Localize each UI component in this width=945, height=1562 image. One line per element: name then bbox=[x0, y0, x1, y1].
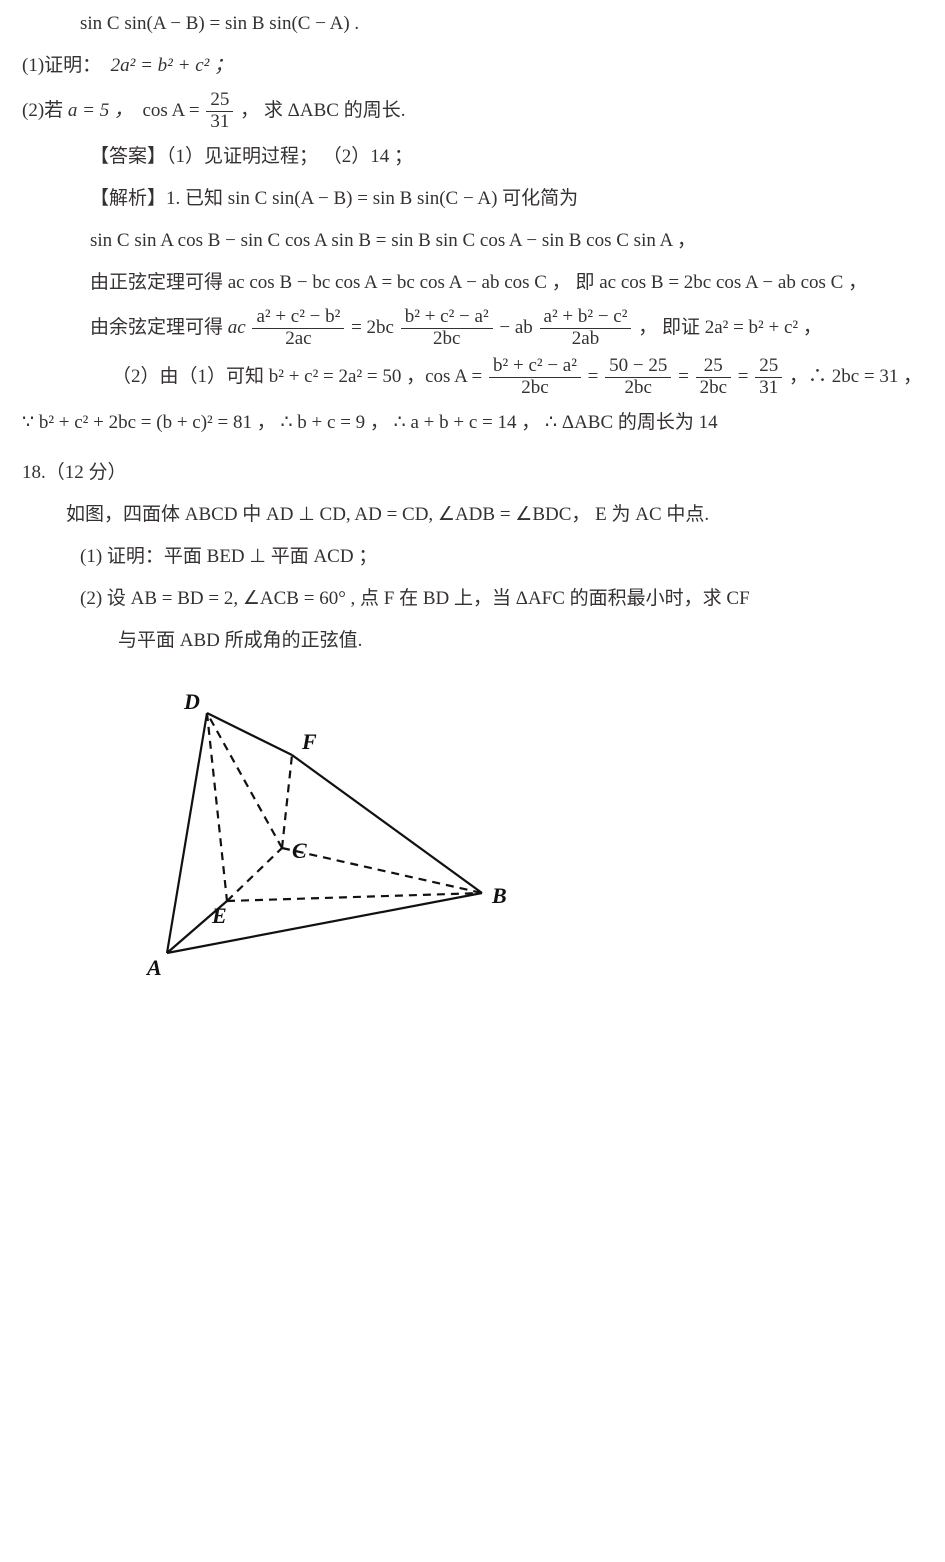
frac-5: 50 − 25 2bc bbox=[605, 356, 671, 399]
frac-5-num: 50 − 25 bbox=[605, 356, 671, 377]
p18-stem-text: 如图，四面体 ABCD 中 AD ⊥ CD, AD = CD, ∠ADB = ∠… bbox=[66, 504, 709, 525]
sol4-eq1: = 2bc bbox=[351, 317, 394, 338]
eq-sign-3: = bbox=[738, 366, 753, 387]
frac-7: 25 31 bbox=[755, 356, 782, 399]
p18-q2a-text: (2) 设 AB = BD = 2, ∠ACB = 60° , 点 F 在 BD… bbox=[80, 588, 750, 609]
solution-line-4: 由余弦定理可得 ac a² + c² − b² 2ac = 2bc b² + c… bbox=[22, 307, 923, 350]
sol-eq-2: sin C sin A cos B − sin C cos A sin B = … bbox=[90, 230, 696, 251]
vertex-label-F: F bbox=[301, 729, 317, 754]
frac-4-num: b² + c² − a² bbox=[489, 356, 581, 377]
frac-6: 25 2bc bbox=[696, 356, 731, 399]
given-equation: sin C sin(A − B) = sin B sin(C − A) . bbox=[22, 6, 923, 42]
frac-3-num: a² + b² − c² bbox=[540, 307, 632, 328]
vertex-label-D: D bbox=[183, 689, 200, 714]
solution-line-6: ∵ b² + c² + 2bc = (b + c)² = 81 ， ∴ b + … bbox=[22, 405, 923, 441]
problem-18-q2a: (2) 设 AB = BD = 2, ∠ACB = 60° , 点 F 在 BD… bbox=[22, 581, 923, 617]
sol5-post: ，∴ 2bc = 31 ， bbox=[789, 366, 922, 387]
q1-eq: 2a² = b² + c² ； bbox=[111, 55, 233, 76]
solution-line-1: 【解析】1. 已知 sin C sin(A − B) = sin B sin(C… bbox=[22, 181, 923, 217]
sol4-post: ， 即证 2a² = b² + c² ， bbox=[638, 317, 822, 338]
frac-4: b² + c² − a² 2bc bbox=[489, 356, 581, 399]
problem-18-q1: (1) 证明：平面 BED ⊥ 平面 ACD ； bbox=[22, 539, 923, 575]
vertex-label-A: A bbox=[145, 955, 162, 980]
p18-q1-text: (1) 证明：平面 BED ⊥ 平面 ACD ； bbox=[80, 546, 377, 567]
solution-line-3: 由正弦定理可得 ac cos B − bc cos A = bc cos A −… bbox=[22, 265, 923, 301]
q2-cos-lhs: cos A = bbox=[142, 100, 199, 121]
vertex-label-C: C bbox=[292, 838, 307, 863]
frac-5-den: 2bc bbox=[605, 377, 671, 399]
sol4-ac: ac bbox=[228, 317, 246, 338]
sol4-minus: − ab bbox=[499, 317, 532, 338]
q2-a: a = 5 ， bbox=[68, 100, 133, 121]
vertex-label-B: B bbox=[491, 883, 507, 908]
eq-sign-1: = bbox=[588, 366, 603, 387]
problem-18-q2b: 与平面 ABD 所成角的正弦值. bbox=[22, 623, 923, 659]
q2-prefix: (2)若 bbox=[22, 100, 68, 121]
frac-4-den: 2bc bbox=[489, 377, 581, 399]
frac-3-den: 2ab bbox=[540, 328, 632, 350]
sol4-pre: 由余弦定理可得 bbox=[90, 317, 228, 338]
q2-frac-den: 31 bbox=[206, 111, 233, 133]
frac-2-num: b² + c² − a² bbox=[401, 307, 493, 328]
answer-line: 【答案】（1）见证明过程； （2）14 ； bbox=[22, 139, 923, 175]
q2-frac-num: 25 bbox=[206, 90, 233, 111]
p18-header-text: 18.（12 分） bbox=[22, 462, 127, 483]
frac-7-num: 25 bbox=[755, 356, 782, 377]
p18-q2b-text: 与平面 ABD 所成角的正弦值. bbox=[118, 630, 362, 651]
frac-1: a² + c² − b² 2ac bbox=[252, 307, 344, 350]
q1-label: (1)证明： bbox=[22, 55, 101, 76]
question-2: (2)若 a = 5 ， cos A = 25 31 ， 求 ΔABC 的周长. bbox=[22, 90, 923, 133]
frac-1-den: 2ac bbox=[252, 328, 344, 350]
solution-line-2: sin C sin A cos B − sin C cos A sin B = … bbox=[22, 223, 923, 259]
eq-sign-2: = bbox=[678, 366, 693, 387]
q2-suffix: ， 求 ΔABC 的周长. bbox=[240, 100, 405, 121]
frac-7-den: 31 bbox=[755, 377, 782, 399]
frac-6-den: 2bc bbox=[696, 377, 731, 399]
sol5-pre: （2）由（1）可知 b² + c² = 2a² = 50 ，cos A = bbox=[112, 366, 487, 387]
tetrahedron-diagram: D F C B E A bbox=[22, 665, 923, 1006]
vertex-label-E: E bbox=[211, 903, 227, 928]
eq: sin C sin(A − B) = sin B sin(C − A) . bbox=[80, 13, 359, 34]
frac-1-num: a² + c² − b² bbox=[252, 307, 344, 328]
frac-2: b² + c² − a² 2bc bbox=[401, 307, 493, 350]
sol-label: 【解析】1. 已知 sin C sin(A − B) = sin B sin(C… bbox=[90, 188, 578, 209]
question-1: (1)证明： 2a² = b² + c² ； bbox=[22, 48, 923, 84]
frac-6-num: 25 bbox=[696, 356, 731, 377]
problem-18-header: 18.（12 分） bbox=[22, 455, 923, 491]
q2-fraction: 25 31 bbox=[206, 90, 233, 133]
answer-text: 【答案】（1）见证明过程； （2）14 ； bbox=[90, 146, 413, 167]
frac-2-den: 2bc bbox=[401, 328, 493, 350]
sol-eq-3: 由正弦定理可得 ac cos B − bc cos A = bc cos A −… bbox=[90, 272, 867, 293]
problem-18-stem: 如图，四面体 ABCD 中 AD ⊥ CD, AD = CD, ∠ADB = ∠… bbox=[22, 497, 923, 533]
sol-eq-6: ∵ b² + c² + 2bc = (b + c)² = 81 ， ∴ b + … bbox=[22, 412, 718, 433]
tetrahedron-svg: D F C B E A bbox=[112, 683, 532, 993]
solution-line-5: （2）由（1）可知 b² + c² = 2a² = 50 ，cos A = b²… bbox=[22, 356, 923, 399]
frac-3: a² + b² − c² 2ab bbox=[540, 307, 632, 350]
